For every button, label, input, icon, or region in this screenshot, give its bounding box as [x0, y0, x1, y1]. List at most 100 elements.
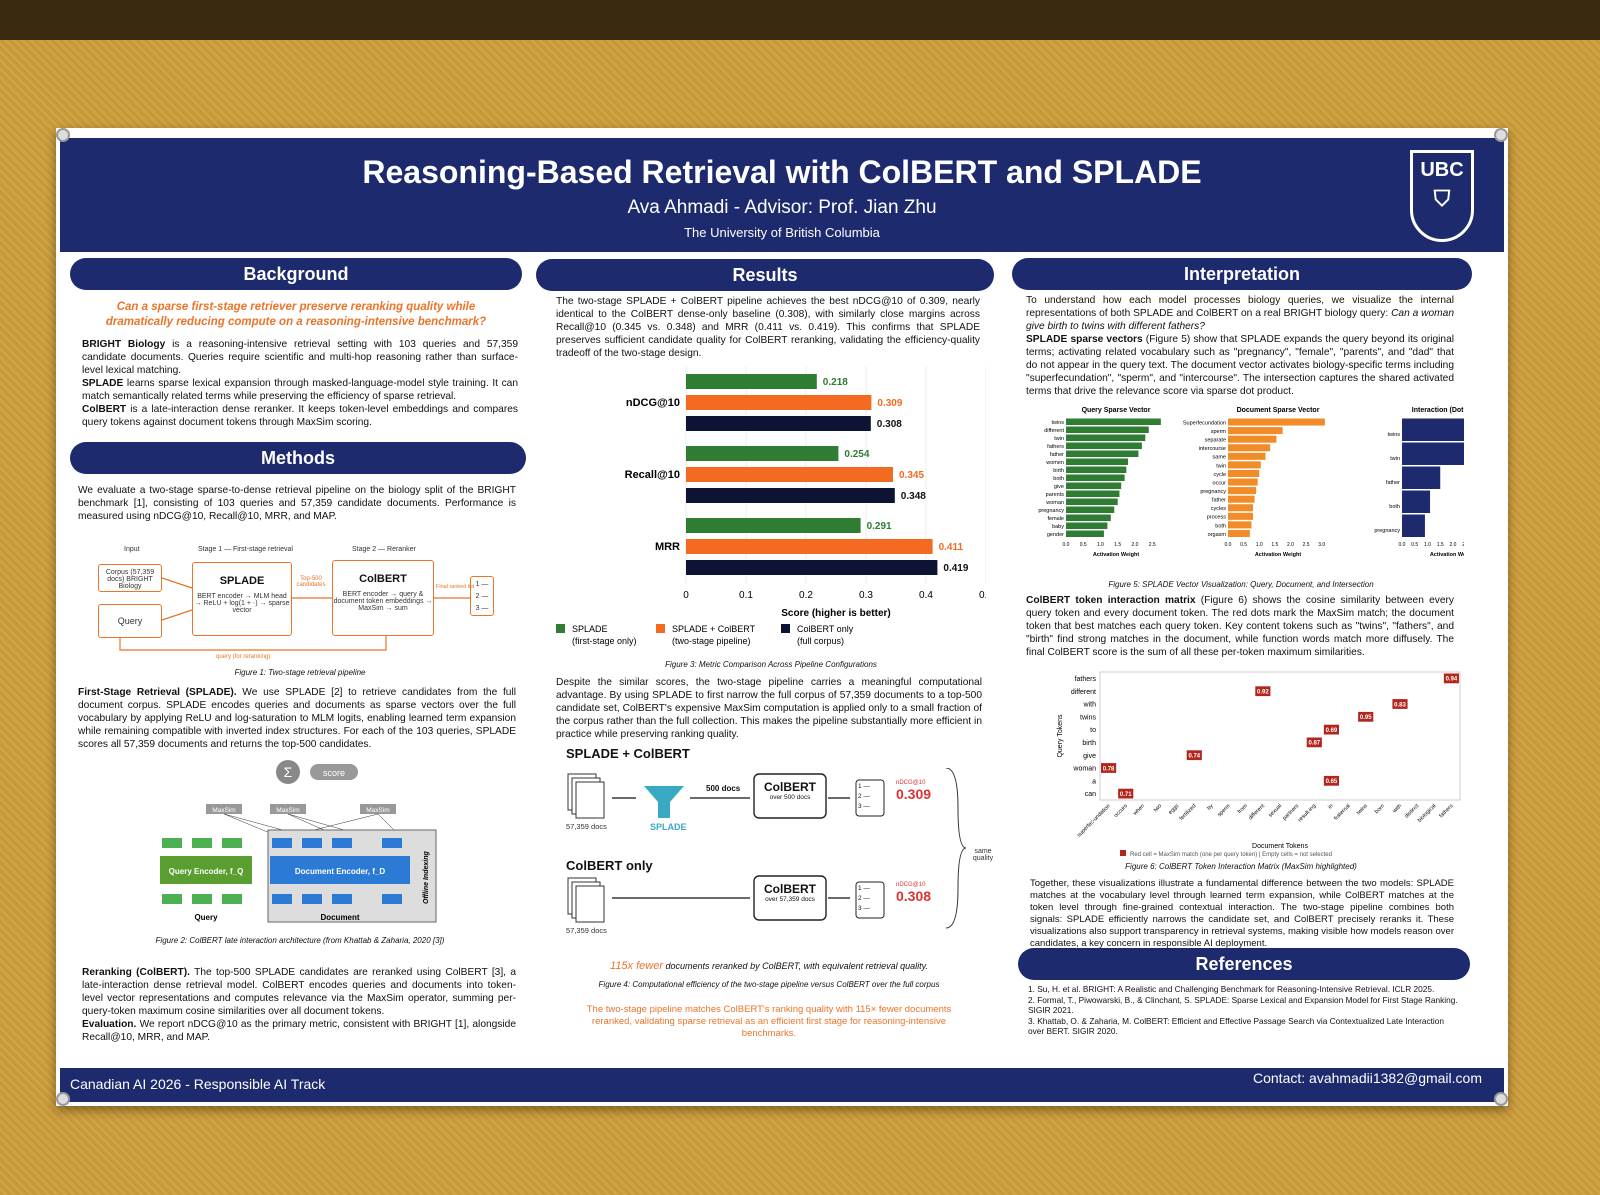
bar-label: parents: [1046, 492, 1065, 498]
bar-label: both: [1389, 504, 1400, 510]
bar: [1228, 427, 1283, 435]
legend-label: (full corpus): [797, 636, 844, 646]
x-tick-label: eggs: [1168, 803, 1181, 816]
ubc-logo: UBC ⛉: [1410, 150, 1474, 242]
maxsim-value: 0.83: [1394, 702, 1406, 708]
maxsim-value: 0.74: [1188, 754, 1200, 760]
bar-value-label: 0.218: [823, 377, 848, 388]
bar-value-label: 0.309: [877, 398, 902, 409]
bar-label: birth: [1053, 468, 1064, 474]
bar: [686, 467, 893, 482]
x-axis-label: Document Tokens: [1252, 843, 1308, 850]
x-tick-label: from: [1237, 803, 1249, 815]
maxsim-cell: [1101, 763, 1117, 773]
fig4-500docs-label: 500 docs: [706, 784, 741, 793]
fig2-document-label: Document: [320, 913, 359, 922]
fig2-maxsim-2: MaxSim: [276, 807, 299, 814]
y-axis-label: Query Tokens: [1057, 714, 1064, 758]
bar: [686, 395, 872, 410]
bar-label: twins: [1387, 432, 1400, 438]
maxsim-value: 0.95: [1360, 715, 1372, 721]
reference-item: 1. Su, H. et al. BRIGHT: A Realistic and…: [1028, 984, 1435, 994]
bar-label: woman: [1045, 500, 1064, 506]
x-axis-label: Activation Weight: [1255, 552, 1302, 558]
x-tick-label: 2.0: [1287, 542, 1294, 548]
poster-footer: Canadian AI 2026 - Responsible AI Track …: [60, 1068, 1504, 1102]
references-heading: References: [1018, 948, 1470, 980]
legend-swatch: [556, 624, 565, 633]
maxsim-value: 0.69: [1326, 728, 1338, 734]
reference-item: 2. Formal, T., Piwowarski, B., & Clincha…: [1028, 994, 1458, 1016]
figure-6-legend: Red cell = MaxSim match (one per query t…: [1120, 850, 1332, 858]
maxsim-cell: [1186, 750, 1202, 761]
bar-label: Superfecundation: [1183, 420, 1226, 426]
bar-label: twin: [1216, 463, 1226, 469]
conference-label: Canadian AI 2026 - Responsible AI Track: [70, 1076, 326, 1092]
pin: [56, 1092, 70, 1106]
bar: [1402, 490, 1431, 513]
research-question: Can a sparse first-stage retriever prese…: [105, 301, 487, 328]
maxsim-cell: [1118, 788, 1134, 799]
bar: [1066, 466, 1127, 473]
x-tick-label: 1.0: [1097, 542, 1104, 548]
bar-value-label: 0.308: [877, 419, 902, 430]
bar-value-label: 0.345: [899, 470, 924, 481]
bar: [1066, 530, 1104, 537]
bar-label: twins: [1051, 420, 1064, 426]
bar-label: fathers: [1047, 444, 1064, 450]
bar: [1228, 444, 1271, 452]
fig4-docs-a: 57,359 docs: [566, 822, 607, 831]
y-tick-label: with: [1083, 702, 1097, 709]
references-list: 1. Su, H. et al. BRIGHT: A Realistic and…: [1028, 984, 1458, 1037]
bar-label: process: [1207, 515, 1227, 521]
poster: Reasoning-Based Retrieval with ColBERT a…: [56, 128, 1508, 1106]
x-tick-label: 0.5: [1240, 542, 1247, 548]
panel-title: Query Sparse Vector: [1082, 407, 1151, 414]
figure-5-caption: Figure 5: SPLADE Vector Visualization: Q…: [1108, 580, 1374, 589]
x-tick-label: 0.5: [1411, 542, 1418, 548]
bar-label: female: [1047, 516, 1064, 522]
bar: [686, 416, 871, 431]
bar: [1066, 498, 1118, 505]
bar-label: pregnancy: [1200, 489, 1226, 495]
maxsim-value: 0.87: [1308, 741, 1320, 747]
x-tick-label: 0.0: [1225, 542, 1232, 548]
bar-label: pregnancy: [1374, 528, 1400, 534]
x-tick-label: 2.0: [1450, 542, 1457, 548]
bar-label: give: [1054, 484, 1064, 490]
bar-value-label: 0.348: [901, 491, 926, 502]
results-intro: The two-stage SPLADE + ColBERT pipeline …: [556, 296, 980, 359]
bar: [1402, 514, 1425, 537]
bar: [1066, 434, 1146, 441]
bar: [686, 488, 895, 503]
fig4-same-quality: same quality: [972, 848, 994, 862]
x-axis-label: Activation Weight: [1430, 552, 1464, 558]
fig4-colbert-box-a: ColBERT over 500 docs: [764, 780, 816, 801]
bar: [1402, 466, 1441, 489]
wall-shadow: [0, 0, 1600, 40]
fig4-fewer-note: 115x fewer documents reranked by ColBERT…: [610, 960, 928, 972]
x-tick-label: 1.0: [1256, 542, 1263, 548]
first-stage-text: First-Stage Retrieval (SPLADE). We use S…: [78, 687, 516, 750]
bar: [686, 560, 938, 575]
bar-label: cycles: [1211, 506, 1227, 512]
bar-label: different: [1044, 428, 1064, 434]
bar-label: cycle: [1213, 472, 1226, 478]
bar-label: baby: [1052, 524, 1064, 530]
bar-label: separate: [1205, 438, 1226, 444]
bar-label: both: [1215, 523, 1226, 529]
x-tick-label: 0.0: [1063, 542, 1070, 548]
fig4-ranks-a: 1 —2 —3 —: [858, 783, 870, 810]
x-tick-label: fraternal: [1333, 803, 1352, 822]
bar: [1228, 512, 1253, 520]
bar: [1066, 458, 1129, 465]
bar-label: pregnancy: [1038, 508, 1064, 514]
bar: [1228, 495, 1255, 503]
x-tick-label: 0.1: [739, 590, 753, 601]
category-label: nDCG@10: [626, 397, 680, 409]
fig4-score-b: nDCG@10 0.308: [896, 882, 932, 904]
bar: [1066, 514, 1111, 521]
bar-label: both: [1053, 476, 1064, 482]
x-tick-label: result-ing: [1297, 803, 1317, 823]
bar-value-label: 0.419: [943, 563, 968, 574]
